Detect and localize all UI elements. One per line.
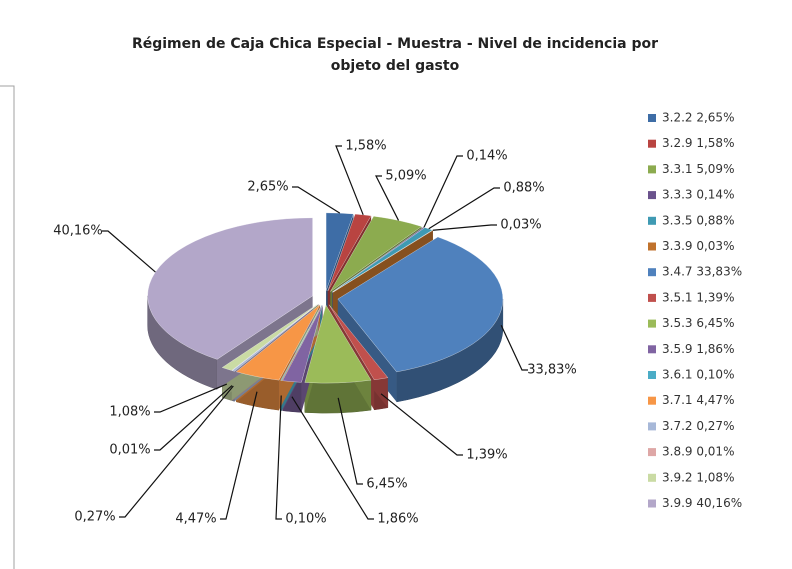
slice <box>328 304 389 380</box>
legend-swatch <box>648 396 656 405</box>
legend-label: 3.4.7 33,83% <box>662 265 742 279</box>
slice <box>332 227 433 293</box>
leader-line <box>380 393 463 456</box>
slice <box>235 304 321 381</box>
leader-line <box>432 224 497 231</box>
leader-line <box>500 324 528 371</box>
data-label: 0,03% <box>500 218 541 233</box>
data-label: 2,65% <box>247 180 288 195</box>
legend-swatch <box>648 242 656 251</box>
legend-swatch <box>648 371 656 379</box>
legend-label: 3.2.9 1,58% <box>662 136 734 150</box>
legend-label: 3.3.9 0,03% <box>662 239 734 253</box>
legend-swatch <box>648 448 656 457</box>
legend-swatch <box>648 499 656 508</box>
legend-label: 3.5.3 6,45% <box>662 316 734 330</box>
legend-swatch <box>648 422 656 431</box>
chart-border <box>0 85 15 569</box>
data-label: 6,45% <box>366 477 407 492</box>
data-label: 0,10% <box>285 512 326 527</box>
chart-subtitle: objeto del gasto <box>331 58 460 74</box>
legend-swatch <box>648 191 656 200</box>
slice <box>332 226 425 293</box>
leader-line <box>375 175 400 221</box>
legend-swatch <box>648 268 656 277</box>
data-label: 1,39% <box>466 448 507 463</box>
data-label: 0,14% <box>466 149 507 164</box>
data-label: 0,01% <box>109 443 150 458</box>
data-label: 5,09% <box>385 169 426 184</box>
legend-label: 3.5.9 1,86% <box>662 342 734 356</box>
leader-line <box>154 385 233 451</box>
slice <box>147 217 313 360</box>
legend-swatch <box>648 319 656 328</box>
legend-label: 3.9.9 40,16% <box>662 496 742 510</box>
data-label: 33,83% <box>527 363 577 378</box>
slice <box>282 304 323 383</box>
leader-line <box>292 186 341 214</box>
legend-label: 3.8.9 0,01% <box>662 445 734 459</box>
data-label: 1,86% <box>377 512 418 527</box>
legend-swatch <box>648 114 656 122</box>
leader-line <box>337 397 363 485</box>
legend-label: 3.3.3 0,14% <box>662 188 734 202</box>
leader-line <box>291 396 374 520</box>
leader-line <box>119 385 234 518</box>
legend-label: 3.3.5 0,88% <box>662 213 734 227</box>
leader-line <box>275 395 282 520</box>
legend-swatch <box>648 293 656 302</box>
leader-line <box>335 145 364 216</box>
chart-title: Régimen de Caja Chica Especial - Muestra… <box>132 36 658 52</box>
slice <box>221 303 318 371</box>
slice <box>280 304 322 381</box>
slice <box>337 236 503 373</box>
legend-swatch <box>648 216 656 225</box>
legend-label: 3.7.2 0,27% <box>662 419 734 433</box>
legend-swatch <box>648 473 656 482</box>
data-label: 1,58% <box>345 139 386 154</box>
legend-swatch <box>648 345 656 354</box>
legend-label: 3.3.1 5,09% <box>662 162 734 176</box>
legend-label: 3.2.2 2,65% <box>662 111 734 125</box>
legend-label: 3.7.1 4,47% <box>662 393 734 407</box>
data-label: 0,27% <box>74 510 115 525</box>
legend-label: 3.5.1 1,39% <box>662 290 734 304</box>
legend-label: 3.9.2 1,08% <box>662 470 734 484</box>
leader-line <box>154 383 228 413</box>
legend-swatch <box>648 165 656 174</box>
legend-swatch <box>648 139 656 148</box>
slice <box>330 216 422 292</box>
data-label: 40,16% <box>53 224 103 239</box>
legend-label: 3.6.1 0,10% <box>662 368 734 382</box>
slice <box>304 304 372 384</box>
data-label: 0,88% <box>503 181 544 196</box>
data-label: 1,08% <box>109 405 150 420</box>
leader-line <box>428 187 500 230</box>
data-label: 4,47% <box>175 512 216 527</box>
leader-line <box>423 155 463 228</box>
slice <box>231 303 319 371</box>
leader-line <box>220 391 258 520</box>
leader-line <box>102 230 156 273</box>
